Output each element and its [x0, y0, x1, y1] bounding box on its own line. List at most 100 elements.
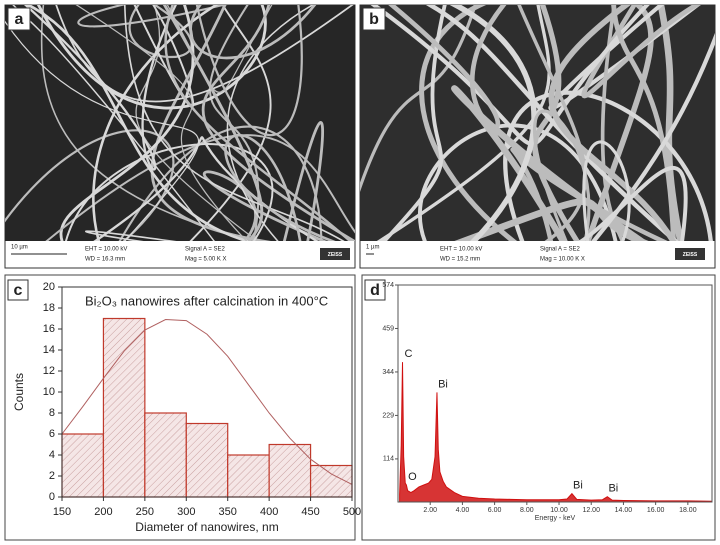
fiber	[55, 5, 354, 103]
logo-box	[320, 248, 350, 260]
bar	[185, 422, 229, 498]
fiber	[611, 5, 676, 241]
mag: Mag = 5.00 K X	[185, 257, 227, 263]
peak-label: Bi	[608, 483, 618, 495]
fiber	[226, 5, 315, 241]
panel-label-box	[362, 7, 386, 31]
peak-label: Bi	[573, 480, 583, 492]
x-tick-label: 250	[136, 506, 154, 518]
fiber	[5, 20, 200, 241]
signal: Signal A = SE2	[540, 247, 581, 253]
y-tick-label: 459	[382, 325, 394, 332]
fiber	[162, 5, 264, 241]
fiber	[224, 134, 336, 241]
signal: Signal A = SE2	[185, 247, 226, 253]
fiber	[533, 109, 591, 241]
x-tick-label: 300	[177, 506, 195, 518]
fit-curve	[61, 319, 353, 485]
fiber	[85, 230, 177, 241]
panel-label-box	[7, 7, 31, 31]
fiber	[657, 5, 684, 241]
fiber	[548, 5, 677, 241]
x-axis-label: Diameter of nanowires, nm	[135, 520, 278, 534]
fiber	[282, 121, 325, 241]
y-tick-label: 8	[49, 407, 55, 419]
y-tick-label: 16	[43, 323, 55, 335]
fiber	[426, 5, 679, 241]
x-tick-label: 8.00	[520, 507, 534, 514]
fiber	[451, 85, 647, 241]
fiber	[25, 5, 253, 241]
fiber	[577, 166, 688, 241]
fiber	[77, 5, 228, 28]
x-tick-label: 450	[301, 506, 319, 518]
x-axis-label: Energy - keV	[535, 515, 576, 522]
panel-label-box	[364, 279, 386, 301]
x-tick-label: 4.00	[456, 507, 470, 514]
fiber	[128, 5, 193, 59]
fiber	[600, 5, 625, 241]
x-tick-label: 12.00	[582, 507, 600, 514]
y-tick-label: 6	[49, 428, 55, 440]
fiber	[164, 5, 352, 241]
fiber	[92, 5, 219, 241]
fiber	[449, 5, 537, 241]
fiber	[581, 5, 702, 99]
fibers	[360, 5, 715, 241]
panel-frame	[4, 274, 356, 541]
x-tick-label: 2.00	[423, 507, 437, 514]
fibers	[5, 5, 355, 241]
wd: WD = 15.2 mm	[440, 257, 480, 263]
y-tick-label: 114	[383, 456, 394, 463]
chart-title: Bi₂O₃ nanowires after calcination in 400…	[85, 293, 328, 308]
x-tick-label: 14.00	[615, 507, 633, 514]
y-tick-label: 344	[382, 369, 394, 376]
panel-label: c	[14, 282, 23, 299]
fiber	[503, 90, 713, 241]
x-tick-label: 16.00	[647, 507, 665, 514]
bar	[144, 412, 187, 498]
x-tick-label: 400	[260, 506, 278, 518]
fiber	[124, 5, 345, 241]
scale-bar-label: 10 µm	[11, 245, 28, 251]
plot-frame	[397, 284, 713, 503]
y-tick-label: 0	[49, 491, 55, 503]
logo: ZEISS	[683, 252, 698, 258]
scale-bar-label: 1 µm	[366, 245, 379, 251]
x-tick-label: 150	[53, 506, 71, 518]
x-tick-label: 350	[219, 506, 237, 518]
bar	[227, 454, 270, 498]
fiber	[45, 134, 355, 241]
x-tick-label: 18.00	[679, 507, 697, 514]
fiber	[510, 147, 668, 241]
fiber	[360, 5, 477, 193]
y-axis-label: Counts	[12, 373, 26, 411]
fiber	[381, 5, 447, 241]
panel-label-box	[7, 279, 29, 301]
fiber	[189, 5, 272, 241]
y-tick-label: 229	[382, 412, 394, 419]
fiber	[189, 5, 317, 60]
eht: EHT = 10.00 kV	[85, 247, 127, 253]
x-tick-label: 500	[343, 506, 361, 518]
logo-box	[675, 248, 705, 260]
y-tick-label: 20	[43, 281, 55, 293]
fiber	[419, 5, 518, 241]
fiber	[202, 170, 328, 241]
panel-label: d	[370, 282, 380, 299]
x-tick-label: 6.00	[488, 507, 502, 514]
eht: EHT = 10.00 kV	[440, 247, 482, 253]
x-tick-label: 10.00	[550, 507, 568, 514]
fiber	[75, 5, 248, 241]
fiber	[517, 5, 587, 241]
fiber	[585, 5, 654, 241]
peak-label: C	[405, 348, 413, 360]
y-tick-label: 12	[43, 365, 55, 377]
fiber	[388, 5, 507, 130]
panel-label: b	[369, 11, 379, 28]
bar	[61, 433, 105, 498]
y-tick-label: 574	[382, 282, 394, 289]
spectrum-line	[399, 362, 713, 503]
